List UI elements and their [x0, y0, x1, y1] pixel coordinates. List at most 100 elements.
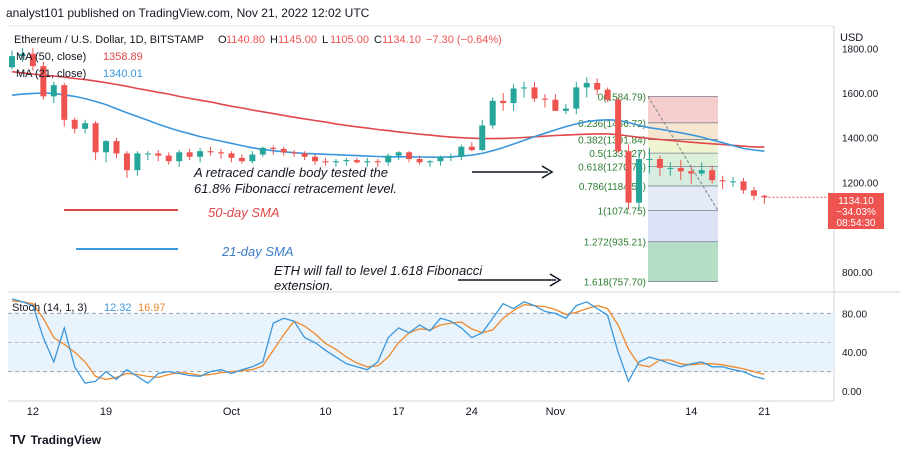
candle-body [385, 155, 392, 163]
candle-body [604, 89, 611, 100]
candle-body [291, 152, 298, 154]
fib-level-label: 1(1074.75) [598, 206, 646, 217]
candle-body [134, 153, 141, 171]
stoch-tick-label: 0.00 [842, 387, 862, 398]
time-tick-label: Nov [546, 406, 566, 418]
candle-body [322, 161, 329, 163]
eth-note-line2: extension. [274, 278, 333, 293]
candle-body [636, 158, 642, 203]
last-price-countdown: 08:54:30 [837, 218, 876, 229]
fib-level-label: 0(1584.79) [598, 92, 646, 103]
legend-ma50-text: 50-day SMA [208, 205, 280, 220]
ohlc-values: O 1140.80 H 1145.00 L 1105.00 C 1134.10 −7.30 (−… [218, 34, 502, 46]
candle-body [625, 151, 632, 203]
candle-body [458, 146, 465, 157]
price-tick-label: 1600.00 [842, 89, 879, 100]
ma21-label: MA (21, close) [16, 68, 86, 80]
candle-body [573, 87, 580, 109]
fib-level-label: 1.272(935.21) [584, 238, 646, 249]
candle-body [364, 161, 371, 163]
time-axis-ticks: 12 19 Oct 10 17 24 Nov 14 21 [27, 406, 771, 418]
candle-body [416, 158, 423, 163]
retrace-note-line1: A retraced candle body tested the [193, 165, 388, 180]
candle-body [176, 152, 183, 162]
fibonacci-tool[interactable]: 0(1584.79) 0.236(1466.72) 0.382(1391.84) 0.… [578, 92, 719, 288]
ma50-label: MA (50, close) [16, 51, 86, 63]
ma21-value: 1340.01 [103, 68, 143, 80]
price-axis-ticks: 1800.00 1600.00 1400.00 1200.00 800.00 [842, 44, 879, 279]
publish-header: analyst101 published on TradingView.com,… [6, 6, 369, 20]
stoch-d-value: 16.97 [138, 302, 166, 314]
fib-level-label: 0.5(1331.27) [589, 149, 646, 160]
ohlc-label: C [374, 34, 382, 46]
eth-arrow-head [549, 273, 562, 287]
eth-note-line1: ETH will fall to level 1.618 Fibonacci [274, 263, 483, 278]
time-tick-label: 14 [685, 406, 697, 418]
last-price-value: 1134.10 [838, 196, 874, 207]
fib-level-label: 0.786(1184.54) [579, 182, 646, 193]
candle-body [552, 99, 559, 111]
candle-body [218, 152, 224, 154]
price-tick-label: 800.00 [842, 268, 873, 279]
candle-body [29, 53, 36, 67]
candle-body [312, 156, 319, 162]
symbol-title: Ethereum / U.S. Dollar, 1D, BITSTAMP [14, 34, 204, 46]
candle-body [228, 153, 235, 158]
ohlc-change: −7.30 (−0.64%) [426, 34, 502, 46]
ohlc-value: 1134.10 [382, 34, 421, 46]
stochastic-pane [8, 298, 834, 385]
candle-body [510, 88, 517, 104]
last-price-tag: 1134.10 −34.03% 08:54:30 [828, 193, 884, 229]
candle-body [541, 98, 548, 100]
candle-body [395, 152, 402, 156]
stoch-label: Stoch (14, 1, 3) [12, 302, 87, 314]
fib-zone [648, 96, 718, 123]
candle-body [374, 161, 381, 163]
candle-body [9, 56, 15, 68]
ohlc-value: 1140.80 [226, 34, 265, 46]
stoch-k-value: 12.32 [104, 302, 132, 314]
candle-body [249, 154, 256, 162]
fib-level-label: 1.618(757.70) [584, 277, 646, 288]
candle-body [447, 156, 454, 158]
candle-body [437, 156, 444, 162]
price-tick-label: 1800.00 [842, 44, 879, 55]
candlestick-series [9, 48, 834, 210]
candle-body [332, 161, 339, 163]
time-tick-label: 19 [100, 406, 112, 418]
candle-body [186, 152, 193, 157]
candle-body [740, 181, 747, 191]
candle-body [427, 161, 433, 163]
candle-body [144, 153, 151, 155]
time-tick-label: 17 [393, 406, 405, 418]
candle-body [594, 82, 601, 90]
stoch-tick-label: 80.00 [842, 309, 867, 320]
stoch-tick-label: 40.00 [842, 348, 867, 359]
candle-body [698, 170, 705, 174]
publisher-line: analyst101 published on TradingView.com,… [6, 6, 370, 20]
candle-body [40, 66, 47, 97]
ohlc-label: L [322, 34, 328, 46]
candle-body [479, 125, 486, 151]
brand-name: TradingView [30, 432, 102, 447]
ohlc-label: H [270, 34, 278, 46]
candle-body [92, 123, 99, 153]
candle-body [259, 147, 266, 155]
time-tick-label: 12 [27, 406, 39, 418]
candle-body [353, 160, 360, 163]
last-price-change: −34.03% [836, 207, 876, 218]
fib-zone [648, 153, 718, 167]
candle-body [82, 123, 89, 129]
candle-body [730, 181, 737, 183]
stoch-d-line [11, 300, 765, 381]
retrace-note-line2: 61.8% Fibonacci retracement level. [194, 181, 397, 196]
tradingview-logo-icon: TV [10, 432, 26, 447]
last-price-bg [828, 193, 884, 229]
candle-body [500, 100, 507, 104]
ohlc-label: O [218, 34, 227, 46]
candle-body [113, 141, 120, 154]
candle-body [123, 153, 130, 171]
fib-zone [648, 210, 718, 242]
candle-body [521, 87, 528, 89]
